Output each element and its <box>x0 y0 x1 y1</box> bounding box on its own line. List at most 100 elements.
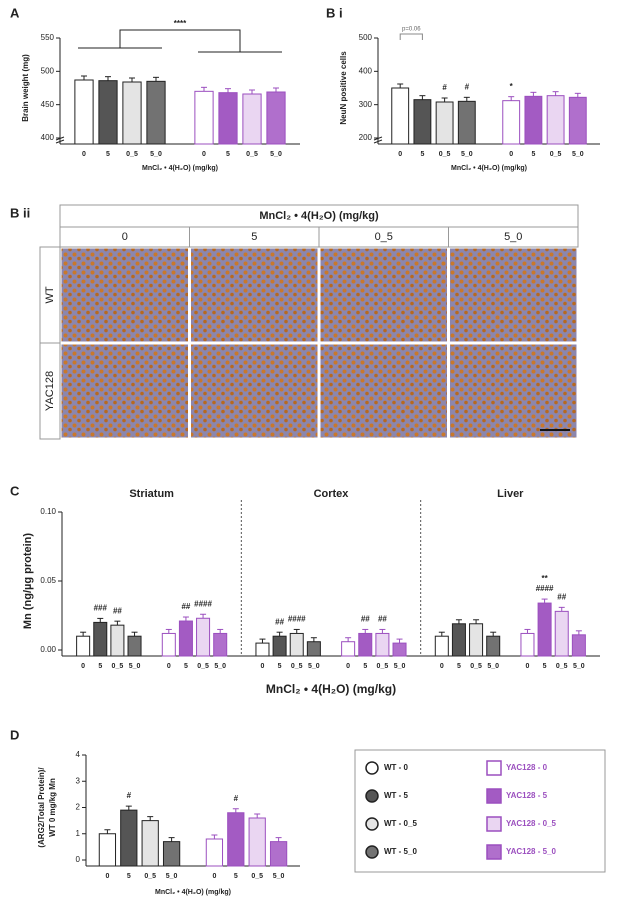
x-tick-label: 0_5 <box>112 663 124 670</box>
significance-label: ## <box>378 615 387 624</box>
y-tick-label: 3 <box>76 776 81 785</box>
micrograph <box>190 343 319 439</box>
bracket-label: p=0.06 <box>402 27 421 33</box>
y-tick-label: 0.00 <box>40 645 56 654</box>
bracket <box>119 29 241 52</box>
x-tick-label: 5_0 <box>573 663 585 670</box>
x-tick-label: 0_5 <box>246 151 258 158</box>
y-tick-label: 400 <box>359 66 373 75</box>
y-axis-label: NeuN positive cells <box>339 51 348 125</box>
panel-label: C <box>10 483 20 498</box>
x-tick-label: 5_0 <box>273 873 285 880</box>
y-axis-label: WT 0 mg/kg Mn <box>48 778 57 837</box>
bar <box>93 621 108 657</box>
legend-marker <box>365 845 379 859</box>
x-tick-label: 0_5 <box>439 151 451 158</box>
x-tick-label: 5_0 <box>394 663 406 670</box>
y-axis-label: (ARG2/Total Protein)/ <box>37 767 46 848</box>
micrograph <box>60 247 189 343</box>
x-tick-label: 5 <box>226 151 230 158</box>
panel-label: D <box>10 727 19 742</box>
bar <box>110 624 125 657</box>
micrograph <box>319 343 448 439</box>
group-label: Cortex <box>314 488 350 500</box>
y-tick-label: 500 <box>41 66 55 75</box>
x-axis-label: MnCl₂ • 4(H₂O) (mg/kg) <box>155 889 231 896</box>
micrograph <box>190 247 319 343</box>
x-tick-label: 5_0 <box>166 873 178 880</box>
significance-label: ## <box>557 592 566 601</box>
bar <box>306 641 321 657</box>
x-tick-label: 0 <box>398 151 402 158</box>
y-tick-label: 400 <box>41 133 55 142</box>
bar <box>502 100 521 145</box>
y-tick-label: 0.10 <box>40 507 56 516</box>
panel-label: A <box>10 5 20 20</box>
bar <box>571 634 586 657</box>
bar <box>194 90 214 145</box>
bar <box>266 91 286 145</box>
axis-break <box>373 139 383 144</box>
legend-label: YAC128 - 0 <box>506 763 548 772</box>
bar <box>98 80 118 145</box>
bar <box>272 635 287 657</box>
y-tick-label: 500 <box>359 33 373 42</box>
significance-label: ## <box>113 606 122 615</box>
panel-label: B i <box>326 5 343 20</box>
legend-label: YAC128 - 0_5 <box>506 819 557 828</box>
bar <box>375 632 390 657</box>
bar <box>146 80 166 145</box>
bar <box>213 632 228 657</box>
x-tick-label: 5 <box>98 663 102 670</box>
bar <box>457 100 476 145</box>
micrograph <box>319 247 448 343</box>
x-tick-label: 5 <box>363 663 367 670</box>
axis-break <box>55 139 65 144</box>
x-tick-label: 5 <box>420 151 424 158</box>
x-tick-label: 5_0 <box>150 151 162 158</box>
legend-label: WT - 0 <box>384 763 409 772</box>
significance-label: # <box>442 83 447 92</box>
legend-marker <box>486 816 502 832</box>
y-tick-label: 2 <box>76 803 81 812</box>
bar <box>546 95 565 145</box>
x-tick-label: 0_5 <box>556 663 568 670</box>
bar <box>141 820 159 867</box>
bar <box>242 93 262 145</box>
legend-label: WT - 0_5 <box>384 819 417 828</box>
micrograph <box>449 343 578 439</box>
x-tick-label: 5 <box>278 663 282 670</box>
legend-marker <box>486 844 502 860</box>
x-tick-label: 0_5 <box>126 151 138 158</box>
y-tick-label: 0 <box>76 855 81 864</box>
significance-label: ### <box>94 604 108 613</box>
bar <box>98 833 117 867</box>
significance-label: * <box>510 82 514 91</box>
bar <box>392 642 407 657</box>
x-tick-label: 0 <box>261 663 265 670</box>
row-header-cell <box>39 342 61 440</box>
x-tick-label: 0_5 <box>291 663 303 670</box>
bar <box>524 95 543 145</box>
bar <box>162 841 181 867</box>
bar <box>76 635 91 657</box>
y-tick-label: 450 <box>41 100 55 109</box>
column-header: 5_0 <box>504 231 522 243</box>
legend-marker <box>486 788 502 804</box>
row-header: YAC128 <box>44 371 56 411</box>
bar <box>74 79 94 145</box>
significance-label: #### <box>288 615 306 624</box>
x-axis-label: MnCl₂ • 4(H₂O) (mg/kg) <box>451 165 527 172</box>
legend-label: YAC128 - 5_0 <box>506 847 557 856</box>
bar <box>178 620 193 657</box>
x-tick-label: 5_0 <box>487 663 499 670</box>
bar <box>520 632 535 657</box>
grid-header: MnCl₂ • 4(H₂O) (mg/kg) <box>259 210 379 222</box>
column-header-cell <box>448 226 579 248</box>
micrograph <box>449 247 578 343</box>
x-tick-label: 5 <box>184 663 188 670</box>
bar <box>469 623 484 657</box>
y-axis-label: Brain weight (mg) <box>21 54 30 122</box>
bar <box>269 841 288 867</box>
